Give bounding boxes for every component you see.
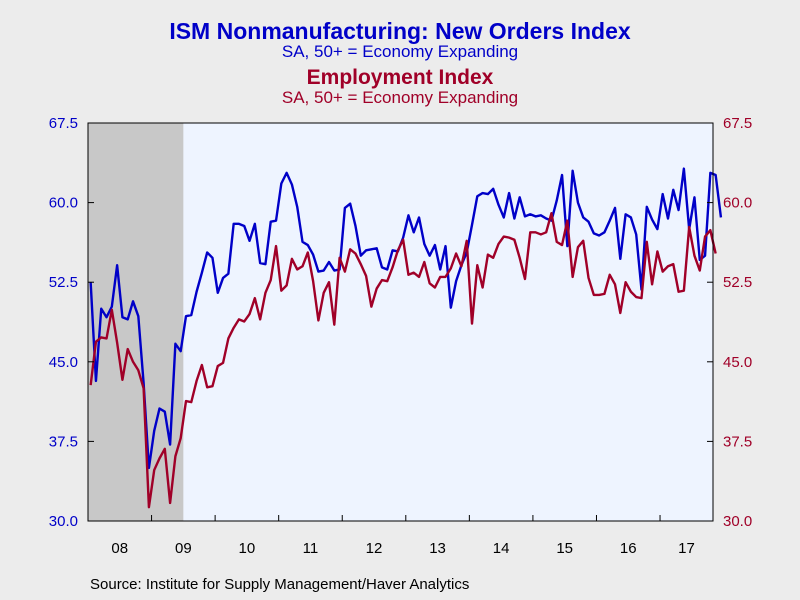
y-left-tick-label: 37.5 bbox=[49, 433, 78, 450]
x-tick-label: 11 bbox=[303, 540, 319, 557]
series-line-2 bbox=[89, 212, 717, 509]
x-tick-label: 08 bbox=[111, 540, 128, 557]
recession-band bbox=[88, 123, 184, 521]
y-right-tick-label: 67.5 bbox=[723, 115, 752, 132]
y-left-tick-label: 67.5 bbox=[49, 115, 78, 132]
source-note: Source: Institute for Supply Management/… bbox=[90, 576, 470, 593]
chart-subtitle-2: SA, 50+ = Economy Expanding bbox=[281, 88, 519, 107]
y-right-tick-label: 37.5 bbox=[723, 433, 752, 450]
series-line-1 bbox=[89, 167, 723, 470]
y-right-tick-label: 45.0 bbox=[723, 354, 752, 371]
x-tick-label: 16 bbox=[620, 540, 637, 557]
chart-title: ISM Nonmanufacturing: New Orders Index bbox=[169, 18, 631, 44]
y-left-tick-label: 52.5 bbox=[49, 274, 78, 291]
x-tick-label: 10 bbox=[239, 540, 256, 557]
chart-title-2: Employment Index bbox=[306, 66, 494, 89]
y-right-tick-label: 30.0 bbox=[723, 513, 752, 530]
y-left-tick-label: 45.0 bbox=[49, 354, 78, 371]
x-tick-label: 12 bbox=[366, 540, 383, 557]
x-tick-label: 14 bbox=[493, 540, 510, 557]
x-tick-label: 09 bbox=[175, 540, 192, 557]
y-right-tick-label: 60.0 bbox=[723, 195, 752, 212]
chart-subtitle: SA, 50+ = Economy Expanding bbox=[281, 42, 519, 61]
y-left-tick-label: 60.0 bbox=[49, 195, 78, 212]
plot-frame bbox=[87, 122, 714, 522]
y-right-tick-label: 52.5 bbox=[723, 274, 752, 291]
x-tick-label: 15 bbox=[556, 540, 573, 557]
x-tick-label: 17 bbox=[678, 540, 695, 557]
plot-area bbox=[88, 123, 713, 521]
y-left-tick-label: 30.0 bbox=[49, 513, 78, 530]
x-tick-label: 13 bbox=[429, 540, 446, 557]
